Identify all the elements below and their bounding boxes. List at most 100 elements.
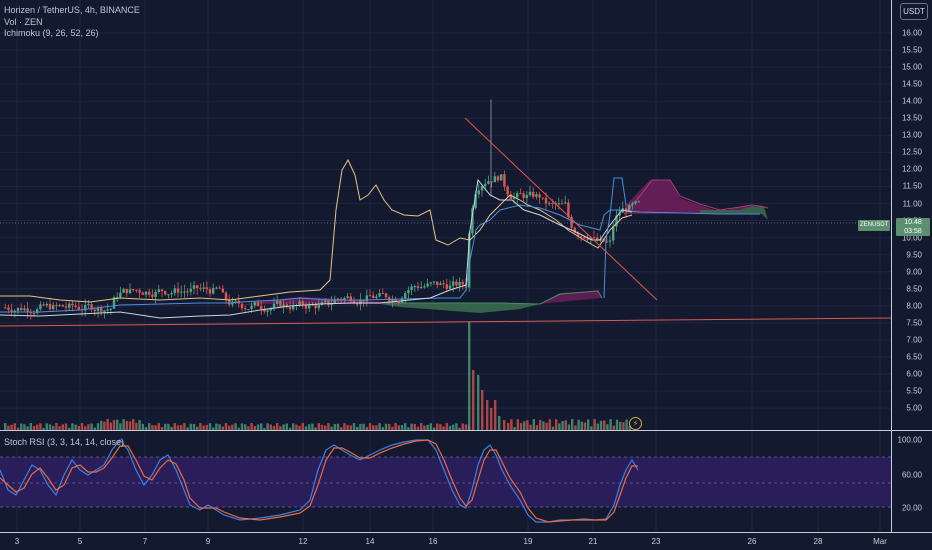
volume-bar	[539, 419, 542, 430]
volume-bar	[253, 425, 256, 430]
volume-bar	[548, 419, 551, 430]
candle-body	[333, 299, 336, 303]
candle-body	[391, 299, 394, 302]
candle-body	[615, 215, 618, 227]
indicator-lines	[0, 158, 892, 523]
price-tick-label: 8.00	[906, 301, 922, 311]
time-tick-label: 14	[365, 537, 375, 546]
volume-bar	[571, 419, 574, 430]
volume-bar	[272, 426, 276, 430]
volume-bar	[426, 424, 429, 430]
volume-bar	[400, 425, 404, 430]
currency-button[interactable]: USDT	[900, 3, 928, 20]
volume-bar	[455, 423, 458, 430]
candle-body	[365, 295, 368, 302]
candle-body	[624, 208, 628, 212]
candle-body	[282, 304, 285, 307]
pane-separator[interactable]	[0, 430, 932, 431]
candle-body	[116, 297, 119, 299]
volume-bar	[551, 426, 555, 430]
price-tick-label: 5.50	[906, 386, 922, 396]
candle-body	[122, 288, 125, 293]
time-tick-label: 9	[205, 537, 211, 546]
volume-bar	[606, 424, 609, 430]
candle-body	[48, 303, 52, 310]
candle-body	[368, 295, 372, 297]
volume-bar	[352, 423, 356, 430]
time-tick-label: 16	[428, 537, 438, 546]
candle-body	[413, 286, 416, 288]
time-axis-border	[0, 532, 932, 533]
volume-bar	[144, 427, 148, 430]
candle-body	[39, 304, 42, 310]
candle-body	[151, 294, 154, 297]
volume-bar	[590, 426, 593, 430]
volume-bar	[612, 425, 615, 430]
candle-body	[356, 303, 359, 305]
volume-bar	[208, 423, 212, 430]
volume-bar	[148, 423, 151, 430]
candle-body	[493, 176, 496, 183]
volume-bar	[372, 425, 375, 430]
price-axis[interactable]: 16.00 15.50 15.00 14.50 14.00 13.50 13.00 12.50…	[891, 0, 932, 532]
candle-body	[384, 293, 388, 298]
candle-body	[138, 290, 141, 293]
stoch-rsi-legend[interactable]: Stoch RSI (3, 3, 14, 14, close)	[4, 437, 125, 447]
volume-bar	[199, 423, 202, 430]
candle-body	[148, 291, 151, 295]
volume-bar	[256, 424, 260, 430]
candle-body	[301, 301, 304, 305]
volume-bar	[87, 424, 90, 430]
candle-body	[634, 201, 637, 204]
candle-body	[439, 283, 442, 286]
candle-body	[253, 302, 256, 306]
candle-body	[266, 310, 269, 312]
candle-body	[410, 286, 413, 290]
ichimoku-legend[interactable]: Ichimoku (9, 26, 52, 26)	[4, 28, 99, 38]
volume-bar	[336, 423, 340, 430]
cloud-bearish	[540, 290, 602, 304]
lightning-icon[interactable]: ⚡	[629, 417, 642, 430]
volume-bar	[619, 421, 622, 430]
candle-body	[276, 300, 279, 304]
volume-bar	[224, 423, 228, 430]
volume-bar	[381, 427, 384, 430]
volume-bar	[26, 426, 29, 430]
candle-body	[468, 233, 471, 288]
volume-legend[interactable]: Vol · ZEN	[4, 17, 43, 27]
price-tick-label: 13.50	[901, 113, 922, 123]
cloud-bullish	[380, 303, 540, 313]
volume-bar	[112, 420, 116, 430]
volume-bar	[192, 424, 196, 430]
volume-bar	[494, 400, 497, 430]
volume-bar	[10, 424, 13, 430]
candle-body	[160, 289, 164, 292]
candle-body	[125, 288, 128, 294]
volume-bar	[593, 419, 596, 430]
price-tick-label: 12.50	[901, 147, 922, 157]
candle-body	[442, 283, 445, 285]
resistance-trend-line	[464, 117, 658, 301]
candle-body	[458, 281, 461, 286]
volume-bar	[330, 426, 333, 430]
candle-body	[52, 305, 55, 310]
candle-body	[605, 241, 608, 243]
candle-body	[183, 291, 186, 293]
volume-bar	[260, 423, 263, 430]
volume-bar	[266, 423, 269, 430]
candle-body	[128, 289, 132, 294]
symbol-legend[interactable]: Horizen / TetherUS, 4h, BINANCE	[4, 5, 140, 15]
candle-body	[461, 281, 464, 285]
candle-body	[564, 202, 567, 204]
candle-body	[484, 183, 487, 187]
volume-bar	[526, 420, 529, 430]
candle-body	[583, 236, 586, 239]
candle-body	[343, 298, 346, 300]
candle-body	[256, 302, 260, 307]
volume-bar	[378, 423, 381, 430]
volume-bar	[202, 425, 205, 430]
volume-bar	[603, 420, 606, 430]
volume-bar	[628, 426, 631, 430]
candle-body	[224, 292, 228, 300]
